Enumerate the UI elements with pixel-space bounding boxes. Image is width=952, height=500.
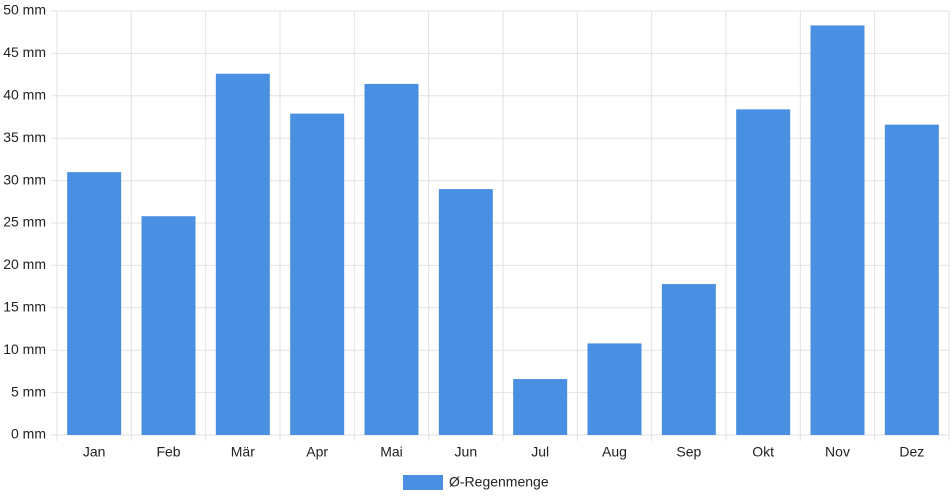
x-tick-label: Apr [306, 444, 328, 460]
x-tick-label: Feb [156, 444, 180, 460]
y-tick-label: 30 mm [3, 171, 46, 187]
bar [438, 189, 493, 435]
x-tick-label: Jun [455, 444, 478, 460]
bar [810, 25, 865, 435]
legend-label: Ø-Regenmenge [449, 474, 549, 490]
y-tick-label: 25 mm [3, 214, 46, 230]
bar [141, 216, 196, 435]
bar [884, 124, 939, 435]
x-tick-label: Jul [531, 444, 549, 460]
y-tick-label: 15 mm [3, 299, 46, 315]
x-tick-label: Mai [380, 444, 403, 460]
y-tick-label: 0 mm [11, 426, 46, 442]
y-tick-label: 5 mm [11, 383, 46, 399]
x-tick-label: Dez [899, 444, 924, 460]
bar [587, 343, 642, 435]
y-tick-label: 50 mm [3, 2, 46, 18]
x-tick-label: Okt [752, 444, 774, 460]
legend-swatch [403, 475, 443, 490]
x-tick-label: Jan [83, 444, 106, 460]
bar [364, 83, 419, 435]
y-tick-label: 40 mm [3, 87, 46, 103]
x-tick-label: Nov [825, 444, 850, 460]
y-tick-label: 10 mm [3, 341, 46, 357]
bar [513, 379, 568, 435]
bar [290, 113, 345, 435]
bar [661, 284, 716, 435]
y-tick-label: 45 mm [3, 44, 46, 60]
x-tick-label: Mär [231, 444, 255, 460]
x-tick-label: Aug [602, 444, 627, 460]
x-tick-label: Sep [676, 444, 701, 460]
bar [736, 109, 791, 436]
y-tick-label: 20 mm [3, 256, 46, 272]
bar [215, 73, 270, 435]
bar [67, 172, 122, 435]
y-tick-label: 35 mm [3, 129, 46, 145]
